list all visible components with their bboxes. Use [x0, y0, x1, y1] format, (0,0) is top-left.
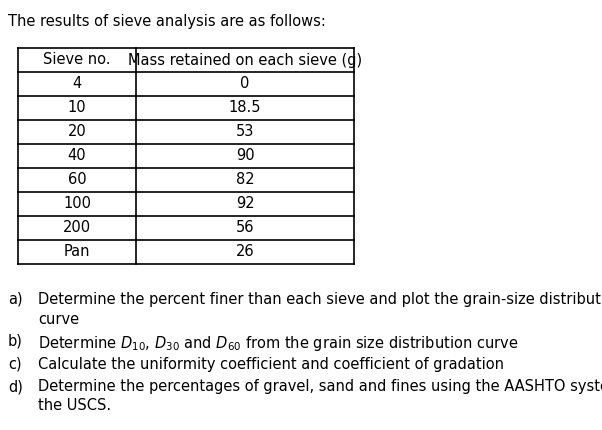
Text: 0: 0	[240, 77, 250, 92]
Text: Determine the percentages of gravel, sand and fines using the AASHTO system and: Determine the percentages of gravel, san…	[38, 379, 602, 394]
Text: 10: 10	[67, 101, 86, 116]
Text: 82: 82	[236, 172, 254, 187]
Text: 40: 40	[67, 148, 86, 163]
Text: a): a)	[8, 292, 23, 307]
Text: 53: 53	[236, 125, 254, 139]
Text: Mass retained on each sieve (g): Mass retained on each sieve (g)	[128, 52, 362, 68]
Text: The results of sieve analysis are as follows:: The results of sieve analysis are as fol…	[8, 14, 326, 29]
Text: Determine the percent finer than each sieve and plot the grain-size distribution: Determine the percent finer than each si…	[38, 292, 602, 307]
Text: d): d)	[8, 379, 23, 394]
Text: 200: 200	[63, 221, 91, 236]
Text: Calculate the uniformity coefficient and coefficient of gradation: Calculate the uniformity coefficient and…	[38, 356, 504, 372]
Text: 4: 4	[72, 77, 82, 92]
Text: Sieve no.: Sieve no.	[43, 52, 111, 68]
Text: curve: curve	[38, 311, 79, 326]
Text: the USCS.: the USCS.	[38, 399, 111, 414]
Text: b): b)	[8, 334, 23, 349]
Text: 100: 100	[63, 197, 91, 212]
Text: 26: 26	[236, 245, 254, 259]
Text: c): c)	[8, 356, 22, 372]
Text: 90: 90	[236, 148, 254, 163]
Text: Pan: Pan	[64, 245, 90, 259]
Text: Determine $D_{10}$, $D_{30}$ and $D_{60}$ from the grain size distribution curve: Determine $D_{10}$, $D_{30}$ and $D_{60}…	[38, 334, 518, 353]
Text: 20: 20	[67, 125, 86, 139]
Text: 60: 60	[67, 172, 86, 187]
Text: 92: 92	[236, 197, 254, 212]
Text: 56: 56	[236, 221, 254, 236]
Text: 18.5: 18.5	[229, 101, 261, 116]
